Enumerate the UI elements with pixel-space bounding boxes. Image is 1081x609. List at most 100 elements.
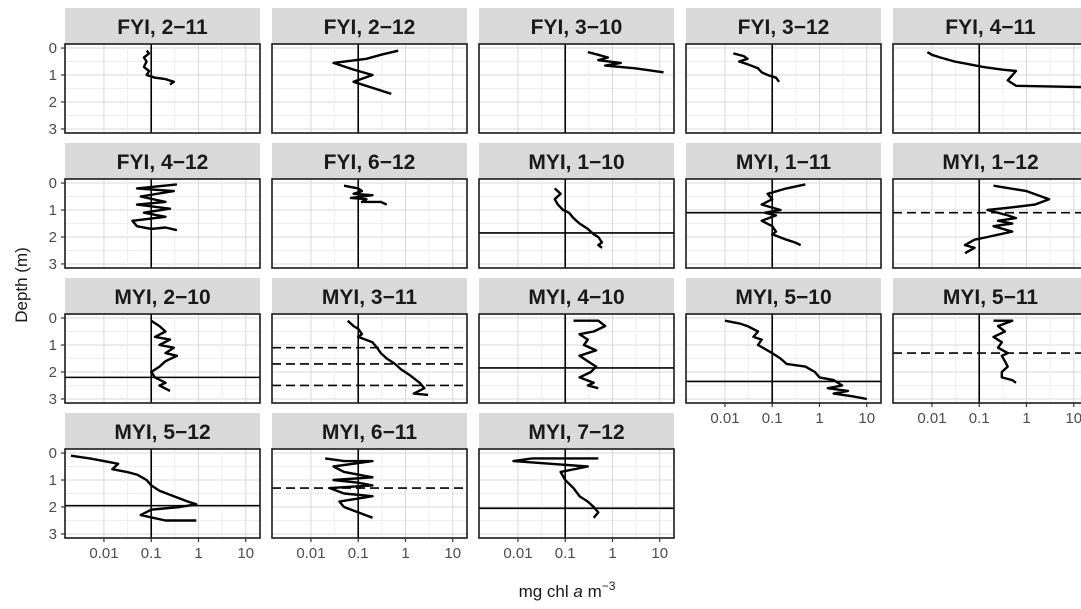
grid-lines: [479, 449, 674, 538]
x-tick-label: 0.01: [89, 545, 118, 562]
y-axes: 0 1 2 3 0 1 2 3 0 1 2 3 0 1 2 3: [49, 40, 65, 543]
panel-border: [271, 178, 468, 269]
facet-label: FYI, 4−12: [117, 151, 209, 174]
facet-label: FYI, 6−12: [324, 151, 416, 174]
panel-border: [64, 43, 261, 134]
series-line: [587, 50, 664, 74]
panel-border: [478, 178, 675, 269]
y-tick-label: 2: [49, 499, 57, 516]
grid-lines: [65, 449, 260, 538]
x-axis-title-unit: m: [588, 582, 602, 601]
y-tick-label: 3: [49, 526, 57, 543]
facet-panel: MYI, 1−10: [478, 143, 675, 269]
facet-panel: FYI, 3−10: [478, 8, 675, 134]
facet-strip: [65, 413, 260, 449]
facet-label: MYI, 5−10: [735, 286, 831, 309]
x-axis-title: mg chl a m−3: [519, 579, 616, 601]
grid-lines: [893, 314, 1081, 403]
facet-panel: MYI, 1−11: [685, 143, 882, 269]
facet-panel: FYI, 2−12: [271, 8, 468, 134]
x-tick-label: 0.01: [296, 545, 325, 562]
facet-panel: MYI, 2−10: [64, 278, 261, 404]
x-tick-label: 0.1: [141, 545, 162, 562]
series-line: [553, 187, 604, 249]
y-tick-label: 0: [49, 40, 57, 57]
facet-label: FYI, 3−12: [738, 16, 830, 39]
series-line: [926, 51, 1081, 89]
grid-lines: [893, 44, 1081, 133]
panel-border: [64, 178, 261, 269]
series-line: [149, 319, 179, 392]
series-line: [512, 457, 600, 519]
facet-panel: MYI, 1−12: [892, 143, 1081, 269]
x-tick-label: 10: [858, 410, 875, 427]
series-line: [343, 184, 388, 206]
x-tick-label: 1: [194, 545, 202, 562]
facet-strip: [272, 143, 467, 179]
y-tick-label: 2: [49, 229, 57, 246]
y-tick-label: 2: [49, 94, 57, 111]
grid-lines: [65, 314, 260, 403]
facet-strip: [479, 278, 674, 314]
facet-label: MYI, 7−12: [528, 421, 624, 444]
series-line: [963, 184, 1051, 255]
x-tick-label: 1: [1022, 410, 1030, 427]
facet-panel: FYI, 4−12: [64, 143, 261, 269]
grid-lines: [65, 44, 260, 133]
x-tick-label: 0.01: [503, 545, 532, 562]
facet-strip: [272, 413, 467, 449]
grid-lines: [65, 179, 260, 268]
x-axis-title-base: mg chl: [519, 582, 569, 601]
facet-label: MYI, 6−11: [322, 421, 417, 444]
y-tick-label: 0: [49, 310, 57, 327]
facet-strip: [686, 278, 881, 314]
series-line: [131, 183, 178, 232]
panel-border: [478, 43, 675, 134]
facet-panel: FYI, 2−11: [64, 8, 261, 134]
y-tick-label: 0: [49, 445, 57, 462]
x-tick-label: 1: [608, 545, 616, 562]
panel-border: [478, 448, 675, 539]
facet-panel: MYI, 5−10: [685, 278, 882, 404]
y-tick-label: 1: [49, 337, 57, 354]
grid-lines: [272, 314, 467, 403]
panel-border: [892, 43, 1081, 134]
facet-label: FYI, 4−11: [945, 16, 1036, 39]
series-line: [70, 454, 198, 522]
series-line: [332, 49, 399, 96]
facet-label: MYI, 2−10: [114, 286, 210, 309]
x-tick-label: 0.01: [710, 410, 739, 427]
facet-strip: [479, 413, 674, 449]
panel-border: [685, 313, 882, 404]
facet-label: MYI, 5−12: [114, 421, 210, 444]
facet-panel: MYI, 5−12: [64, 413, 261, 539]
facet-label: MYI, 5−11: [943, 286, 1038, 309]
x-tick-label: 10: [444, 545, 461, 562]
x-axis-title-exponent: −3: [602, 579, 616, 593]
facet-strip: [65, 278, 260, 314]
grid-lines: [686, 179, 881, 268]
y-tick-label: 3: [49, 121, 57, 138]
panel-border: [892, 313, 1081, 404]
panel-border: [64, 448, 261, 539]
y-tick-label: 3: [49, 256, 57, 273]
series-line: [346, 319, 429, 397]
series-line: [760, 183, 806, 247]
facet-strip: [272, 278, 467, 314]
facet-strip: [65, 143, 260, 179]
facet-strip: [479, 8, 674, 44]
facet-panel: FYI, 3−12: [685, 8, 882, 134]
facet-strip: [893, 278, 1081, 314]
y-tick-label: 1: [49, 67, 57, 84]
x-tick-label: 1: [815, 410, 823, 427]
x-tick-label: 10: [237, 545, 254, 562]
facet-panel: MYI, 4−10: [478, 278, 675, 404]
series-line: [573, 319, 607, 390]
y-tick-label: 0: [49, 175, 57, 192]
panel-border: [64, 313, 261, 404]
panel-border: [892, 178, 1081, 269]
y-tick-label: 1: [49, 472, 57, 489]
x-tick-label: 1: [401, 545, 409, 562]
panel-border: [478, 313, 675, 404]
facet-strip: [686, 8, 881, 44]
